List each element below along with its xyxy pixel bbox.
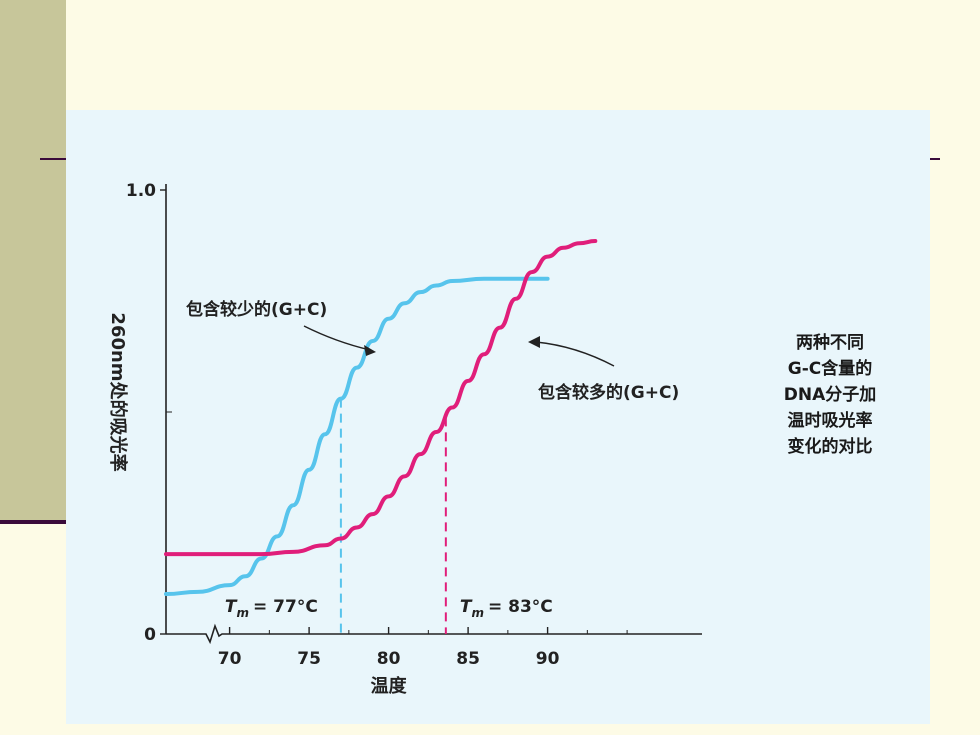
melting-curve-chart: 70 75 80 85 90 0 1.0 温度 260nm处的吸光率 Tm = 77°C Tm = 8… — [107, 181, 702, 697]
x-tick-label-80: 80 — [377, 649, 401, 669]
caption-line-3: DNA分子加 — [783, 385, 877, 405]
annotation-high-gc: 包含较多的(G+C) — [538, 382, 679, 403]
slide-left-band — [0, 0, 66, 520]
annotation-high-gc-arrow-line — [535, 341, 615, 367]
annotation-low-gc-arrow-line — [303, 325, 371, 351]
caption-line-5: 变化的对比 — [787, 437, 873, 457]
x-tick-label-90: 90 — [536, 649, 560, 669]
figure-caption: 两种不同 G-C含量的 DNA分子加 温时吸光率 变化的对比 — [760, 330, 900, 460]
y-axis-label: 260nm处的吸光率 — [107, 312, 129, 471]
caption-line-1: 两种不同 — [796, 333, 864, 353]
annotation-high-gc-arrow-head — [528, 336, 540, 348]
y-tick-label-1.0: 1.0 — [126, 181, 156, 201]
tm-label-low-gc: Tm = 77°C — [225, 597, 318, 620]
series-curve-high-gc — [164, 239, 598, 557]
tm-label-high-gc: Tm = 83°C — [460, 597, 553, 620]
x-tick-label-75: 75 — [297, 649, 321, 669]
slide-side-rule — [0, 520, 70, 524]
caption-line-2: G-C含量的 — [787, 359, 873, 379]
y-tick-label-0: 0 — [144, 625, 156, 645]
series-curve-low-gc — [164, 276, 550, 597]
annotation-low-gc: 包含较少的(G+C) — [186, 299, 327, 320]
x-axis-line — [166, 623, 702, 645]
melting-curve-figure: 70 75 80 85 90 0 1.0 温度 260nm处的吸光率 Tm = 77°C Tm = 8… — [66, 110, 930, 724]
x-tick-label-85: 85 — [456, 649, 480, 669]
x-tick-label-70: 70 — [218, 649, 242, 669]
caption-line-4: 温时吸光率 — [787, 411, 873, 431]
annotation-low-gc-arrow-head — [364, 345, 376, 356]
x-axis-label: 温度 — [371, 675, 408, 697]
